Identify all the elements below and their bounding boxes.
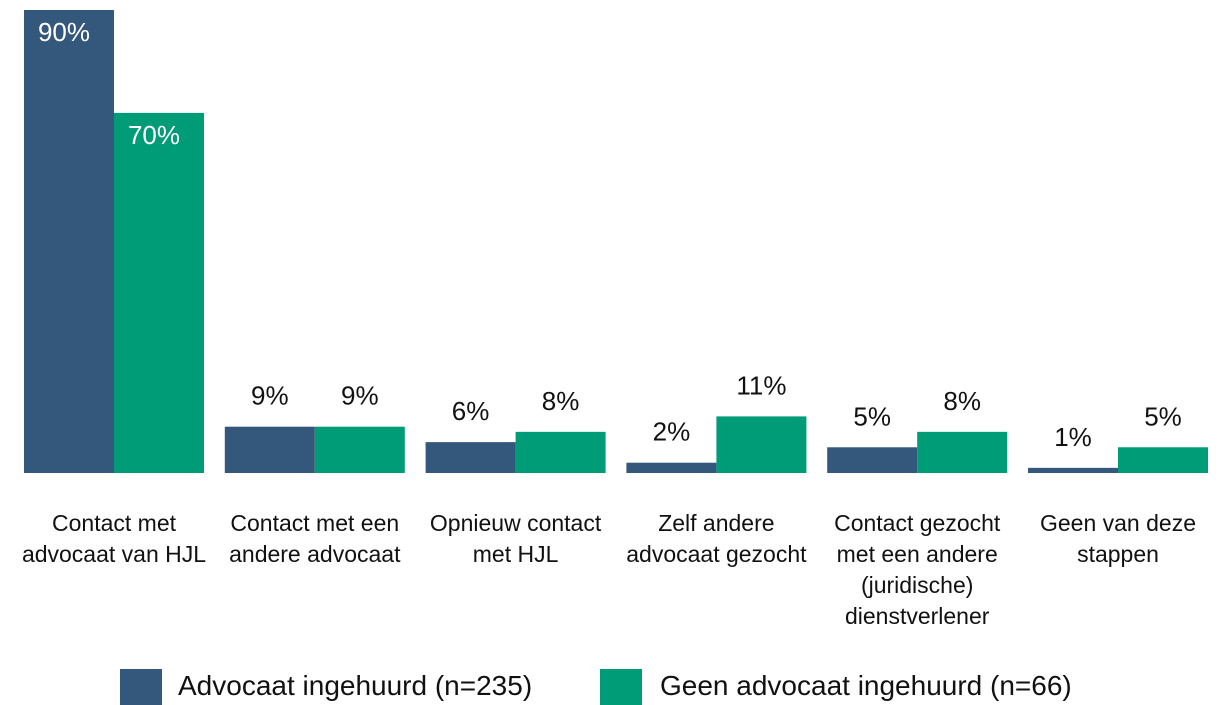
x-tick-label: Contact gezocht met een andere (juridisc… xyxy=(834,510,1001,629)
value-label: 5% xyxy=(1144,401,1182,431)
x-tick-label: Geen van deze stappen xyxy=(1039,510,1196,567)
legend-swatch xyxy=(600,669,642,705)
value-label: 9% xyxy=(341,381,379,411)
bar xyxy=(1028,467,1118,473)
x-tick-label: Contact met een andere advocaat xyxy=(229,510,401,567)
value-label: 8% xyxy=(542,386,580,416)
bar xyxy=(114,112,204,473)
x-tick-label: Opnieuw contact met HJL xyxy=(429,510,602,567)
value-label: 2% xyxy=(653,417,691,447)
bar xyxy=(314,426,405,473)
value-label: 70% xyxy=(128,120,180,150)
bar xyxy=(917,431,1008,473)
bar xyxy=(626,462,717,473)
value-label: 90% xyxy=(38,17,90,47)
bar xyxy=(24,10,114,473)
bar xyxy=(224,426,315,473)
value-label: 9% xyxy=(251,381,289,411)
x-tick-label: Zelf andere advocaat gezocht xyxy=(626,510,807,567)
bar xyxy=(716,416,807,473)
bar xyxy=(827,447,918,473)
x-tick-label: Contact met advocaat van HJL xyxy=(21,510,207,567)
value-label: 11% xyxy=(736,370,786,400)
bar xyxy=(515,431,606,473)
value-label: 5% xyxy=(853,401,891,431)
value-label: 1% xyxy=(1054,422,1092,452)
legend-label: Advocaat ingehuurd (n=235) xyxy=(178,670,533,701)
value-label: 6% xyxy=(452,396,490,426)
legend-swatch xyxy=(120,669,162,705)
value-label: 8% xyxy=(943,386,981,416)
legend-label: Geen advocaat ingehuurd (n=66) xyxy=(660,670,1072,701)
bar xyxy=(1118,447,1208,473)
bar xyxy=(425,442,516,473)
